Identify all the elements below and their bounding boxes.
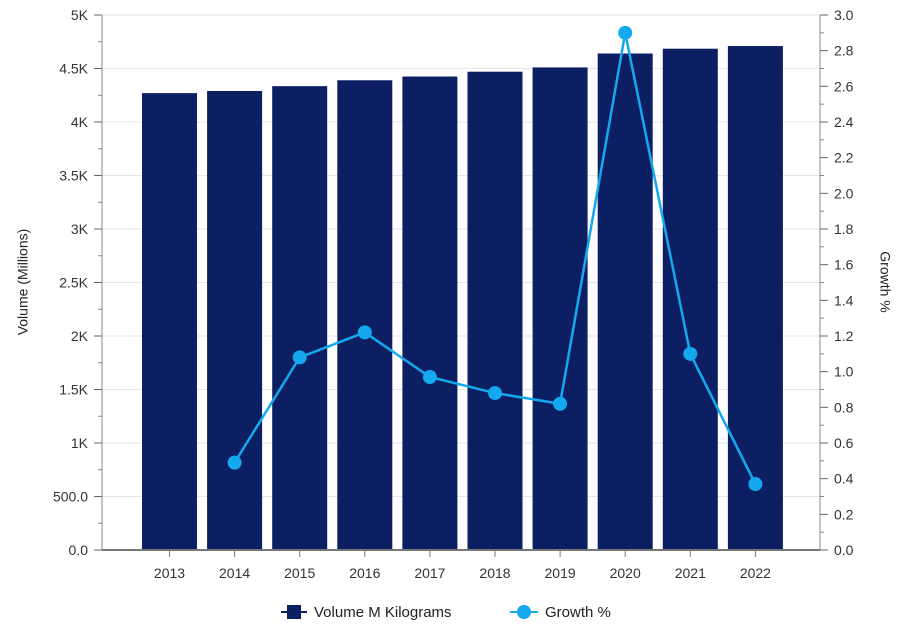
legend[interactable]: Volume M Kilograms Growth % bbox=[281, 604, 611, 621]
bar[interactable] bbox=[467, 71, 523, 551]
y2-tick-label: 1.2 bbox=[834, 328, 854, 344]
y2-tick-label: 0.8 bbox=[834, 399, 854, 415]
y2-tick-label: 0.0 bbox=[834, 542, 854, 558]
legend-label-volume: Volume M Kilograms bbox=[314, 604, 452, 621]
y-tick-label: 2K bbox=[71, 328, 89, 344]
growth-point[interactable] bbox=[553, 396, 568, 411]
bar[interactable] bbox=[142, 93, 197, 551]
growth-point[interactable] bbox=[357, 325, 372, 340]
growth-point[interactable] bbox=[748, 477, 763, 492]
y2-tick-label: 1.6 bbox=[834, 257, 854, 273]
x-tick-label: 2019 bbox=[545, 565, 576, 581]
growth-point[interactable] bbox=[227, 455, 242, 470]
y-tick-label: 1K bbox=[71, 435, 89, 451]
y-tick-label: 0.0 bbox=[69, 542, 89, 558]
growth-point[interactable] bbox=[488, 386, 502, 401]
y2-axis-ticks: 0.0 0.2 0.4 0.6 0.8 1.0 1.2 1.4 1.6 1.8 2.0 2.2 2.4 2… bbox=[820, 7, 854, 558]
y-axis-title: Volume (Millions) bbox=[15, 229, 31, 336]
bar[interactable] bbox=[272, 86, 328, 550]
legend-growth-marker bbox=[517, 605, 531, 619]
y2-tick-label: 2.6 bbox=[834, 78, 854, 94]
x-tick-label: 2020 bbox=[610, 565, 641, 581]
bar[interactable] bbox=[337, 80, 393, 551]
y2-tick-label: 1.0 bbox=[834, 364, 854, 380]
y-tick-label: 4.5K bbox=[59, 61, 88, 77]
y2-tick-label: 2.0 bbox=[834, 185, 854, 201]
growth-point[interactable] bbox=[422, 370, 437, 385]
legend-label-growth: Growth % bbox=[545, 604, 611, 621]
growth-point[interactable] bbox=[683, 346, 698, 361]
y2-tick-label: 3.0 bbox=[834, 7, 854, 23]
y-tick-label: 2.5K bbox=[59, 275, 88, 291]
y-tick-label: 3.5K bbox=[59, 168, 88, 184]
y-tick-label: 500.0 bbox=[53, 489, 88, 505]
y-tick-label: 4K bbox=[71, 114, 89, 130]
y2-tick-label: 1.4 bbox=[834, 292, 854, 308]
y2-tick-label: 2.4 bbox=[834, 114, 854, 130]
y-tick-label: 1.5K bbox=[59, 382, 88, 398]
bar[interactable] bbox=[662, 48, 718, 551]
x-tick-label: 2014 bbox=[219, 565, 250, 581]
y2-tick-label: 0.6 bbox=[834, 435, 854, 451]
x-tick-label: 2015 bbox=[284, 565, 315, 581]
y2-tick-label: 2.8 bbox=[834, 43, 854, 59]
bar[interactable] bbox=[532, 67, 588, 551]
x-tick-label: 2017 bbox=[414, 565, 445, 581]
bar-series bbox=[142, 46, 783, 551]
legend-volume-swatch bbox=[287, 605, 301, 619]
x-tick-label: 2018 bbox=[479, 565, 510, 581]
legend-item-volume[interactable]: Volume M Kilograms bbox=[281, 604, 452, 621]
legend-item-growth[interactable]: Growth % bbox=[510, 604, 611, 621]
x-tick-label: 2013 bbox=[154, 565, 185, 581]
y2-tick-label: 2.2 bbox=[834, 150, 854, 166]
bar[interactable] bbox=[727, 46, 783, 550]
y2-tick-label: 0.4 bbox=[834, 471, 854, 487]
line-series bbox=[227, 25, 763, 492]
y2-tick-label: 1.8 bbox=[834, 221, 854, 237]
y2-axis-title: Growth % bbox=[877, 251, 893, 312]
x-tick-label: 2016 bbox=[349, 565, 380, 581]
y2-tick-label: 0.2 bbox=[834, 506, 854, 522]
x-axis-ticks: 2013 2014 2015 2016 2017 2018 2019 2020 2021 2022 bbox=[154, 550, 771, 581]
bar[interactable] bbox=[207, 90, 263, 550]
growth-point[interactable] bbox=[618, 25, 633, 40]
x-tick-label: 2021 bbox=[675, 565, 706, 581]
y-tick-label: 5K bbox=[71, 7, 89, 23]
y-axis-ticks: 0.0 500.0 1K 1.5K 2K 2.5K 3K 3.5K 4K 4.5K 5K bbox=[53, 7, 102, 558]
y-tick-label: 3K bbox=[71, 221, 89, 237]
bar[interactable] bbox=[402, 76, 458, 551]
x-tick-label: 2022 bbox=[740, 565, 771, 581]
growth-point[interactable] bbox=[292, 350, 307, 365]
